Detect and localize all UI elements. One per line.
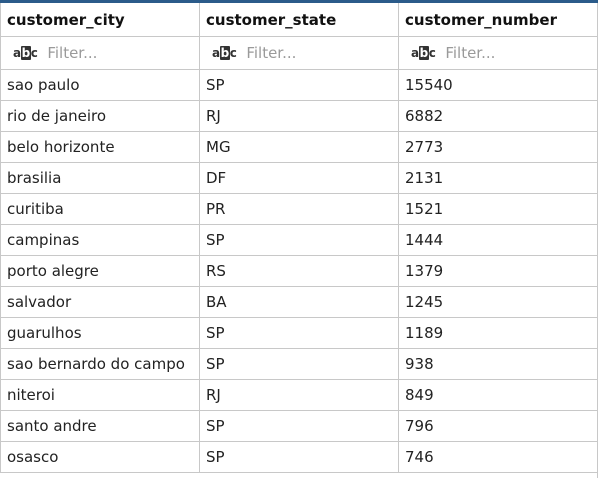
cell-customer-state[interactable]: SP: [199, 410, 399, 442]
cell-customer-city[interactable]: rio de janeiro: [0, 100, 200, 132]
filter-cell-customer-state[interactable]: abc Filter...: [199, 36, 399, 70]
cell-customer-state[interactable]: RJ: [199, 379, 399, 411]
column-header-customer-city[interactable]: customer_city: [0, 3, 200, 37]
table-row[interactable]: sao paulo SP 15540: [0, 69, 598, 101]
cell-customer-state[interactable]: DF: [199, 162, 399, 194]
header-row: customer_city customer_state customer_nu…: [0, 3, 598, 37]
filter-cell-customer-number[interactable]: abc Filter...: [398, 36, 598, 70]
cell-customer-number[interactable]: 2773: [398, 131, 598, 163]
cell-customer-state[interactable]: SP: [199, 317, 399, 349]
table-row[interactable]: rio de janeiro RJ 6882: [0, 100, 598, 132]
cell-customer-state[interactable]: PR: [199, 193, 399, 225]
cell-customer-number[interactable]: 1379: [398, 255, 598, 287]
table-row[interactable]: curitiba PR 1521: [0, 193, 598, 225]
abc-text-filter-icon: abc: [411, 46, 436, 60]
cell-customer-city[interactable]: guarulhos: [0, 317, 200, 349]
cell-customer-city[interactable]: belo horizonte: [0, 131, 200, 163]
cell-customer-city[interactable]: sao bernardo do campo: [0, 348, 200, 380]
abc-text-filter-icon: abc: [13, 46, 38, 60]
cell-customer-city[interactable]: osasco: [0, 441, 200, 473]
results-table: customer_city customer_state customer_nu…: [0, 3, 598, 473]
table-row[interactable]: guarulhos SP 1189: [0, 317, 598, 349]
table-row[interactable]: niteroi RJ 849: [0, 379, 598, 411]
cell-customer-number[interactable]: 796: [398, 410, 598, 442]
cell-customer-city[interactable]: campinas: [0, 224, 200, 256]
table-row[interactable]: porto alegre RS 1379: [0, 255, 598, 287]
cell-customer-number[interactable]: 746: [398, 441, 598, 473]
table-row[interactable]: salvador BA 1245: [0, 286, 598, 318]
abc-text-filter-icon: abc: [212, 46, 237, 60]
column-header-customer-number[interactable]: customer_number: [398, 3, 598, 37]
column-header-customer-state[interactable]: customer_state: [199, 3, 399, 37]
cell-customer-number[interactable]: 1521: [398, 193, 598, 225]
cell-customer-number[interactable]: 1189: [398, 317, 598, 349]
cell-customer-city[interactable]: curitiba: [0, 193, 200, 225]
cell-customer-city[interactable]: santo andre: [0, 410, 200, 442]
filter-row: abc Filter... abc Filter... abc Filter..…: [0, 36, 598, 70]
table-row[interactable]: belo horizonte MG 2773: [0, 131, 598, 163]
cell-customer-city[interactable]: brasilia: [0, 162, 200, 194]
table-row[interactable]: brasilia DF 2131: [0, 162, 598, 194]
cell-customer-state[interactable]: RS: [199, 255, 399, 287]
filter-cell-customer-city[interactable]: abc Filter...: [0, 36, 200, 70]
cell-customer-state[interactable]: RJ: [199, 100, 399, 132]
table-row[interactable]: santo andre SP 796: [0, 410, 598, 442]
cell-customer-number[interactable]: 938: [398, 348, 598, 380]
cell-customer-number[interactable]: 1444: [398, 224, 598, 256]
cell-customer-state[interactable]: SP: [199, 348, 399, 380]
filter-input-customer-number[interactable]: Filter...: [445, 44, 496, 62]
cell-customer-number[interactable]: 1245: [398, 286, 598, 318]
cell-customer-state[interactable]: SP: [199, 441, 399, 473]
cell-customer-city[interactable]: salvador: [0, 286, 200, 318]
table-row[interactable]: sao bernardo do campo SP 938: [0, 348, 598, 380]
cell-customer-state[interactable]: MG: [199, 131, 399, 163]
cell-customer-number[interactable]: 849: [398, 379, 598, 411]
cell-customer-state[interactable]: BA: [199, 286, 399, 318]
cell-customer-number[interactable]: 6882: [398, 100, 598, 132]
cell-customer-city[interactable]: sao paulo: [0, 69, 200, 101]
table-row[interactable]: osasco SP 746: [0, 441, 598, 473]
filter-input-customer-state[interactable]: Filter...: [246, 44, 297, 62]
cell-customer-city[interactable]: niteroi: [0, 379, 200, 411]
cell-customer-state[interactable]: SP: [199, 69, 399, 101]
filter-input-customer-city[interactable]: Filter...: [47, 44, 98, 62]
cell-customer-number[interactable]: 2131: [398, 162, 598, 194]
cell-customer-city[interactable]: porto alegre: [0, 255, 200, 287]
cell-customer-state[interactable]: SP: [199, 224, 399, 256]
cell-customer-number[interactable]: 15540: [398, 69, 598, 101]
table-row[interactable]: campinas SP 1444: [0, 224, 598, 256]
